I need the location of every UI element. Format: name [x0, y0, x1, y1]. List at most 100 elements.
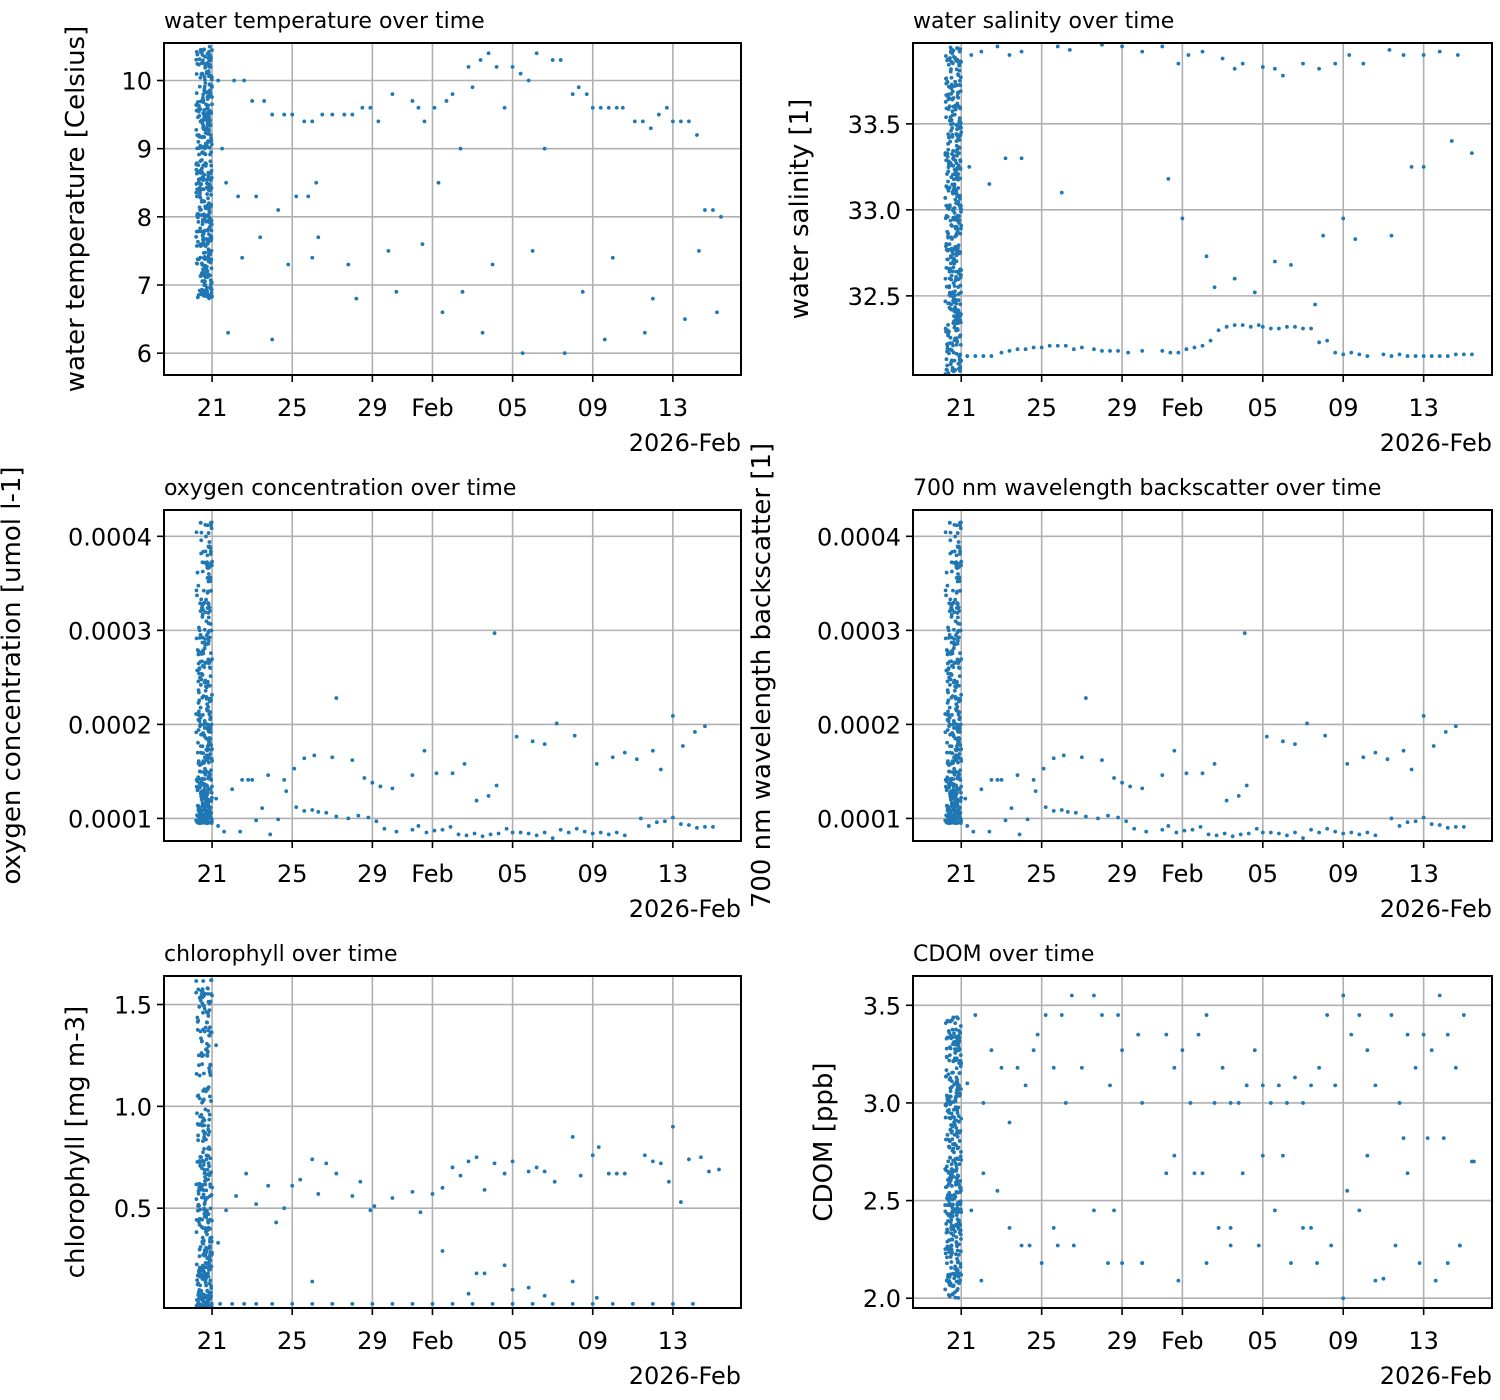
- data-point: [208, 674, 213, 678]
- data-point: [1160, 773, 1165, 778]
- x-tick-label: 25: [1026, 394, 1057, 422]
- data-point: [410, 827, 415, 832]
- data-point: [950, 269, 955, 274]
- data-point: [954, 191, 959, 196]
- y-tick-label: 8: [137, 204, 152, 232]
- data-point: [202, 47, 206, 52]
- data-point: [266, 773, 271, 778]
- data-point: [496, 831, 501, 836]
- data-point: [194, 1182, 199, 1187]
- data-point: [222, 829, 227, 834]
- data-point: [1429, 822, 1434, 826]
- data-point: [206, 804, 210, 809]
- axes-frame: [163, 42, 742, 376]
- data-point: [1256, 323, 1261, 328]
- data-point: [953, 79, 958, 84]
- data-point: [282, 112, 287, 117]
- data-point: [945, 58, 950, 63]
- data-point: [209, 1030, 214, 1035]
- data-point: [955, 636, 960, 641]
- data-point: [956, 243, 961, 248]
- data-point: [947, 675, 952, 680]
- data-point: [205, 97, 210, 101]
- x-tick-label: 25: [277, 394, 308, 422]
- data-point: [1405, 1032, 1410, 1037]
- data-point: [1260, 830, 1265, 835]
- data-point: [1272, 259, 1277, 264]
- data-point: [204, 177, 209, 182]
- data-point: [203, 766, 207, 771]
- data-point: [981, 1171, 986, 1176]
- data-point: [956, 1048, 961, 1053]
- data-point: [947, 269, 952, 274]
- data-point: [943, 712, 948, 716]
- data-point: [206, 636, 211, 641]
- data-point: [955, 615, 960, 620]
- data-point: [206, 602, 211, 606]
- data-point: [943, 530, 948, 535]
- data-point: [955, 227, 960, 231]
- data-point: [226, 330, 231, 335]
- data-point: [944, 115, 948, 120]
- data-point: [598, 105, 603, 110]
- data-point: [207, 1261, 211, 1266]
- data-point: [950, 224, 954, 228]
- data-point: [950, 89, 955, 94]
- data-point: [207, 1281, 212, 1286]
- data-point: [947, 1115, 952, 1120]
- data-point: [951, 295, 956, 300]
- subplot-title: oxygen concentration over time: [164, 476, 516, 501]
- data-point: [950, 61, 955, 66]
- data-point: [210, 95, 214, 99]
- data-point: [969, 53, 974, 57]
- data-point: [200, 1062, 205, 1067]
- data-point: [208, 1063, 213, 1068]
- data-point: [1116, 349, 1120, 353]
- data-point: [1309, 326, 1313, 331]
- data-point: [209, 280, 214, 285]
- data-point: [1397, 824, 1402, 828]
- data-point: [950, 1197, 955, 1202]
- data-point: [195, 61, 200, 66]
- data-point: [1196, 1032, 1201, 1037]
- data-point: [638, 816, 643, 821]
- data-point: [1349, 830, 1354, 835]
- data-point: [202, 627, 207, 632]
- data-point: [200, 261, 204, 266]
- data-point: [949, 246, 954, 251]
- data-point: [203, 610, 208, 614]
- data-point: [954, 1222, 959, 1227]
- data-point: [1212, 285, 1217, 290]
- data-point: [949, 560, 954, 565]
- data-point: [954, 253, 959, 258]
- data-point: [1061, 753, 1066, 758]
- data-point: [954, 161, 959, 166]
- data-point: [206, 1303, 210, 1308]
- data-point: [1160, 827, 1165, 832]
- data-point: [610, 255, 615, 260]
- data-point: [196, 759, 201, 764]
- data-point: [959, 125, 963, 130]
- data-point: [949, 1260, 954, 1264]
- data-point: [951, 350, 956, 355]
- data-point: [956, 46, 960, 51]
- data-point: [958, 1030, 963, 1035]
- data-point: [945, 740, 950, 745]
- data-point: [200, 1235, 205, 1240]
- data-point: [1268, 326, 1273, 331]
- data-point: [206, 657, 211, 662]
- data-point: [1387, 47, 1392, 52]
- data-point: [1100, 349, 1104, 353]
- data-point: [197, 1265, 202, 1270]
- data-point: [294, 194, 299, 199]
- data-point: [207, 665, 212, 670]
- data-point: [1341, 216, 1346, 221]
- data-point: [947, 1058, 952, 1063]
- data-point: [208, 1278, 213, 1283]
- data-point: [957, 194, 962, 199]
- data-point: [1272, 1208, 1277, 1213]
- data-point: [558, 827, 563, 832]
- data-point: [204, 685, 209, 690]
- data-point: [654, 820, 659, 825]
- data-point: [494, 783, 499, 788]
